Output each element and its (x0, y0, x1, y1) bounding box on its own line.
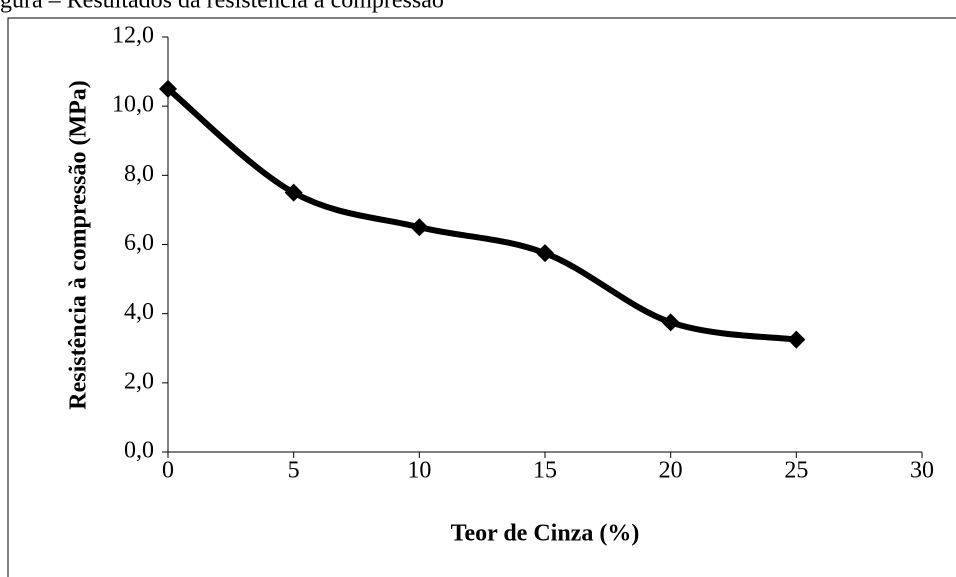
marker (536, 244, 554, 263)
y-tick-label: 12,0 (112, 23, 154, 49)
y-tick-label: 4,0 (124, 299, 154, 325)
y-tick-label: 6,0 (124, 230, 154, 256)
y-tick-label: 10,0 (112, 92, 154, 118)
x-tick-label: 15 (533, 458, 557, 484)
marker (410, 218, 429, 237)
x-tick-label: 0 (162, 458, 174, 484)
caption: Figura – Resultados da resistência à com… (0, 0, 444, 14)
marker (661, 313, 680, 332)
x-axis-title: Teor de Cinza (%) (451, 521, 640, 547)
line (166, 86, 797, 343)
y-axis-title: Resistência à compressão (MPa) (66, 80, 92, 409)
chart-frame (7, 17, 956, 577)
y-tick-label: 8,0 (124, 161, 154, 187)
x-tick-label: 30 (910, 458, 934, 484)
marker (787, 330, 806, 349)
x-tick-label: 25 (784, 458, 808, 484)
x-tick-label: 20 (659, 458, 683, 484)
y-tick-label: 2,0 (124, 368, 154, 394)
marker (159, 79, 177, 98)
x-tick-label: 10 (407, 458, 431, 484)
marker (284, 183, 303, 202)
x-tick-label: 5 (288, 458, 300, 484)
y-tick-label: 0,0 (124, 438, 154, 464)
